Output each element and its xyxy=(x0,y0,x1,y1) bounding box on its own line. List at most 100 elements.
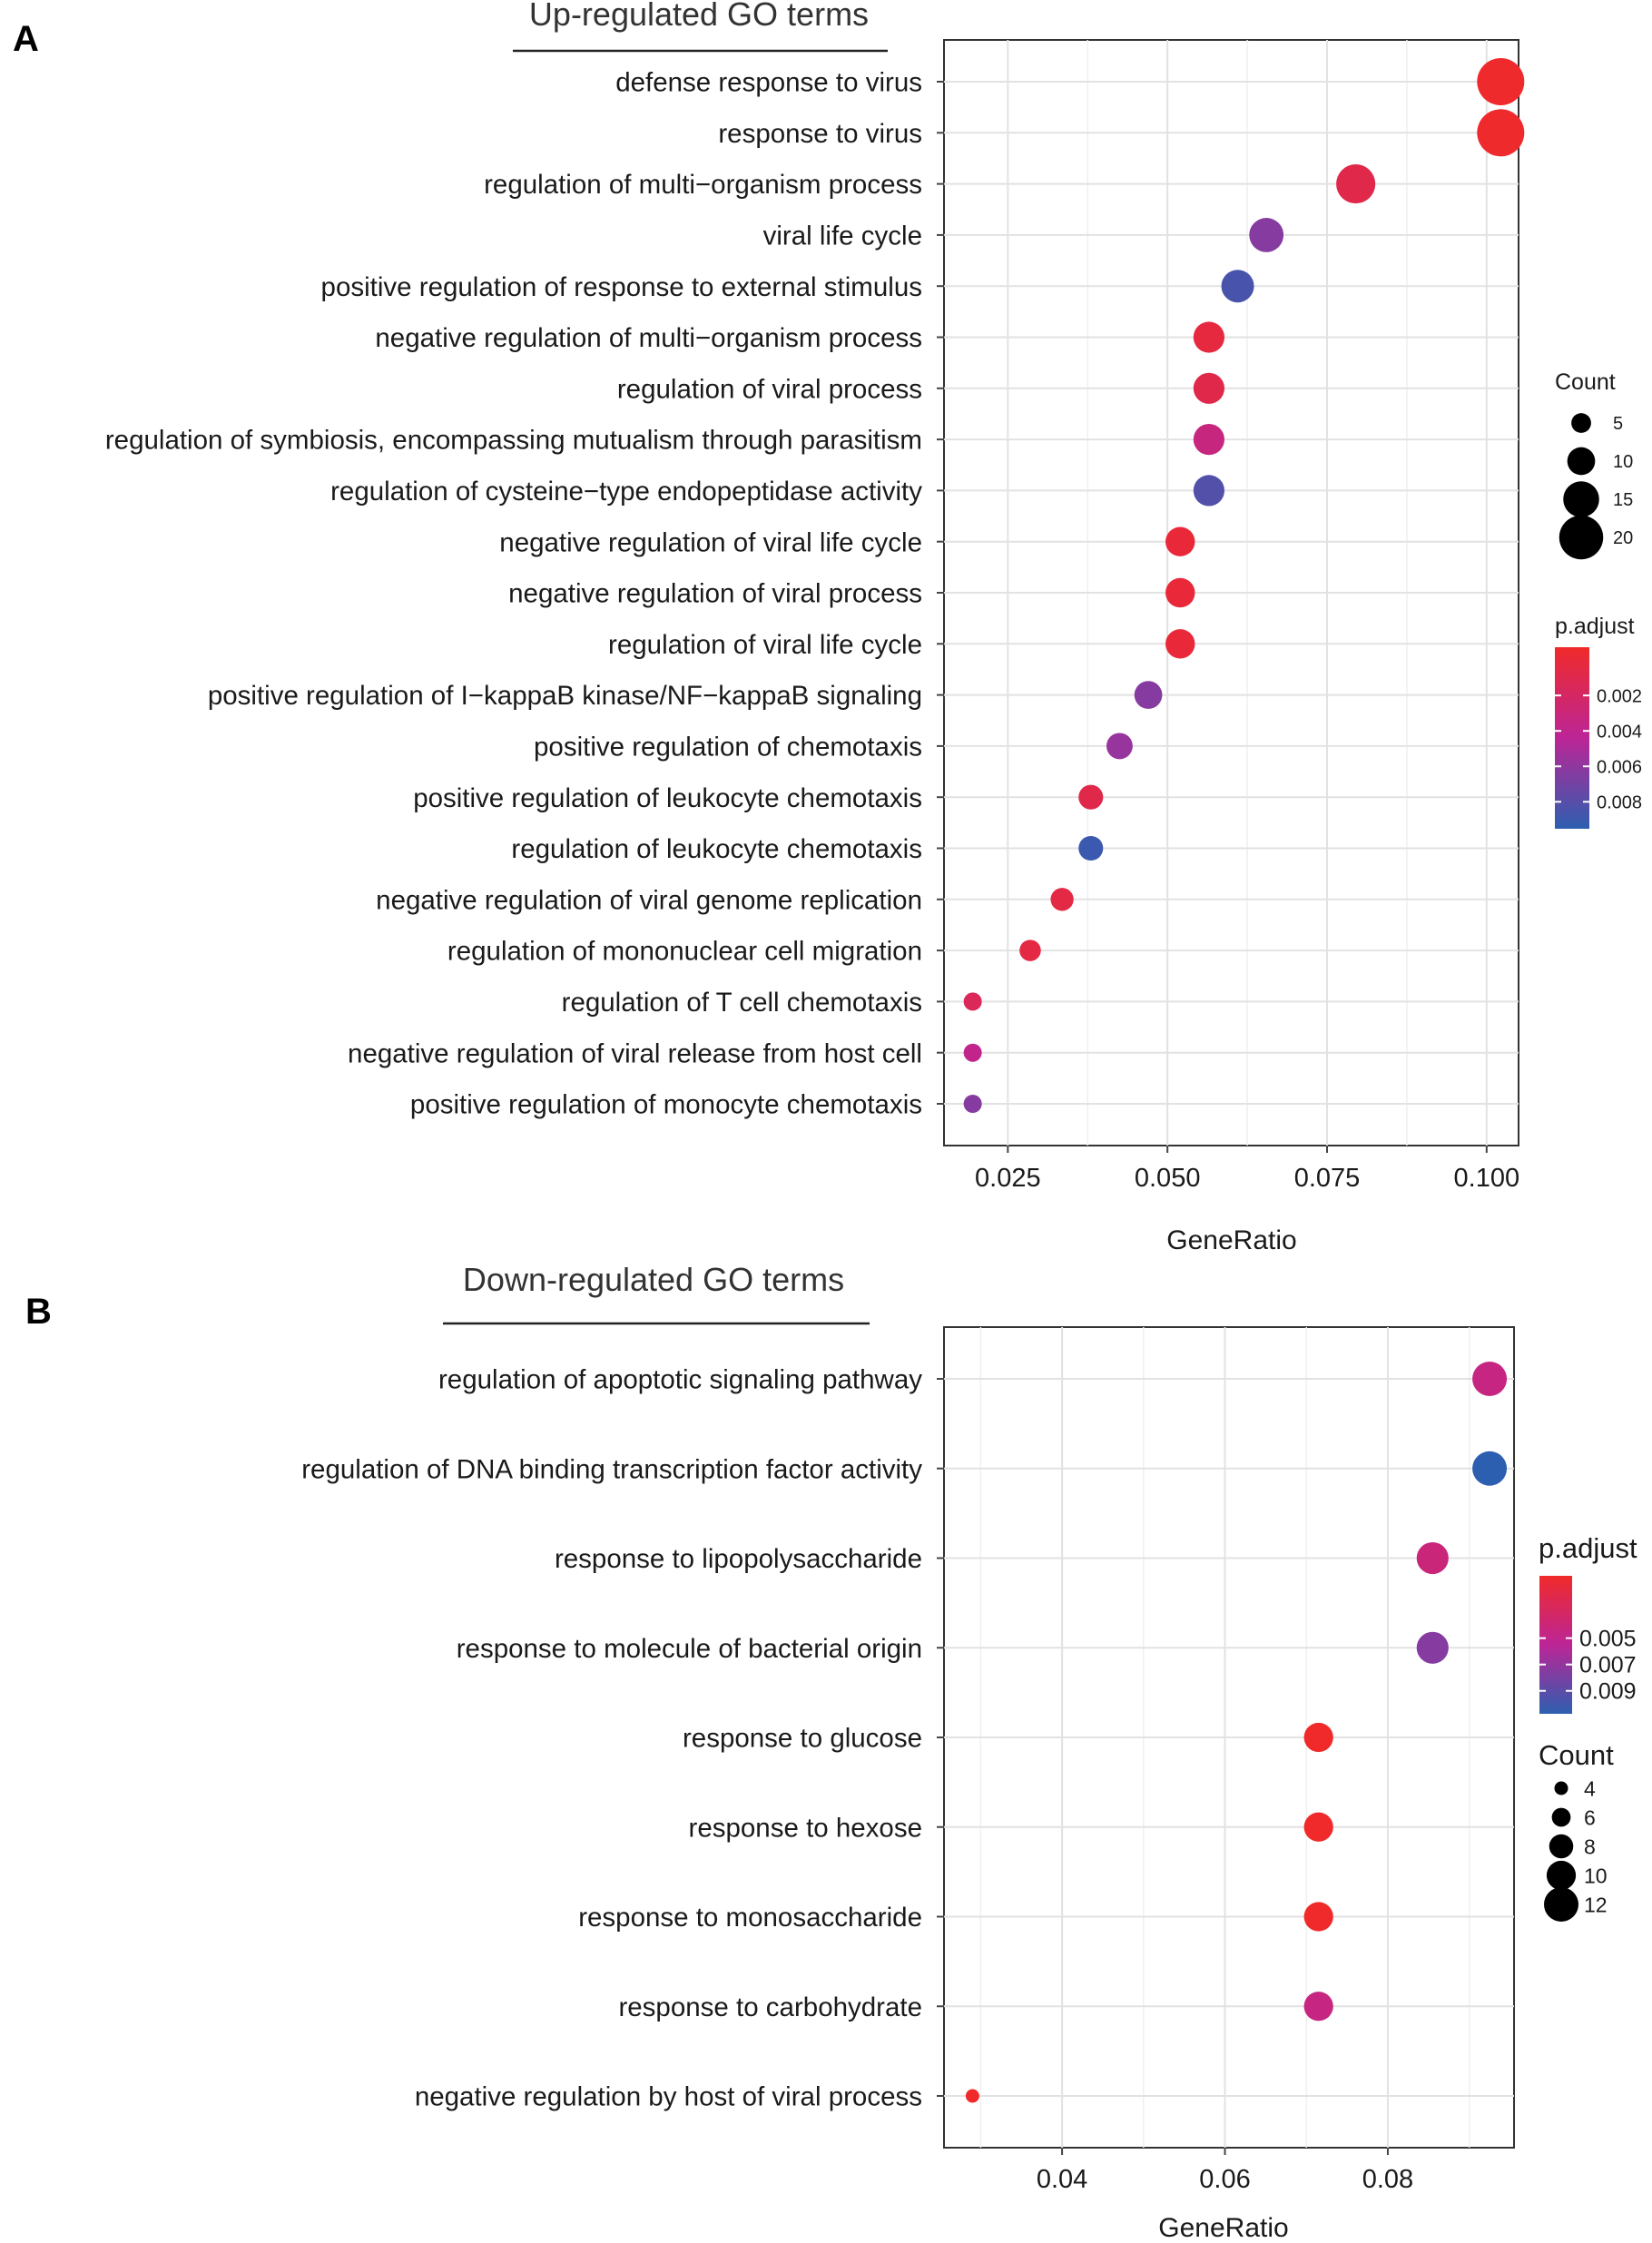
go-term-label: response to lipopolysaccharide xyxy=(555,1544,922,1574)
data-point xyxy=(1477,109,1525,157)
go-term-label: response to hexose xyxy=(689,1813,922,1843)
count-legend-label: 20 xyxy=(1613,528,1633,548)
count-legend-key xyxy=(1554,1781,1568,1795)
go-term-label: response to molecule of bacterial origin xyxy=(457,1634,922,1664)
x-tick-label: 0.100 xyxy=(1454,1164,1520,1193)
padj-legend-label: 0.008 xyxy=(1597,792,1642,812)
go-term-label: response to monosaccharide xyxy=(578,1903,922,1933)
padj-legend-label: 0.002 xyxy=(1597,686,1642,706)
padj-legend-label: 0.006 xyxy=(1597,757,1642,777)
go-term-label: negative regulation of viral life cycle xyxy=(499,527,922,557)
count-legend-label: 8 xyxy=(1584,1835,1596,1858)
data-point xyxy=(1416,1631,1449,1664)
panel-a-x-ticks: 0.025 0.050 0.075 0.100 xyxy=(975,1146,1519,1193)
go-term-label: regulation of symbiosis, encompassing mu… xyxy=(105,426,922,456)
count-legend-key xyxy=(1563,481,1599,517)
go-term-label: negative regulation of viral release fro… xyxy=(348,1038,922,1068)
count-legend-label: 15 xyxy=(1613,490,1633,510)
data-point xyxy=(1165,629,1195,659)
count-legend-label: 4 xyxy=(1584,1776,1596,1800)
x-tick-label: 0.04 xyxy=(1037,2165,1087,2194)
data-point xyxy=(1303,1902,1333,1932)
go-term-label: regulation of DNA binding transcription … xyxy=(301,1454,922,1484)
data-point xyxy=(1303,1992,1333,2022)
panel-a-gridlines xyxy=(944,40,1519,1146)
count-legend-label: 5 xyxy=(1613,414,1623,434)
count-legend-label: 10 xyxy=(1584,1864,1608,1887)
panel-a-padj-colorbar xyxy=(1555,647,1589,829)
panel-a-padj-legend-title: p.adjust xyxy=(1555,614,1635,639)
count-legend-key xyxy=(1549,1834,1574,1859)
data-point xyxy=(1050,888,1074,911)
go-term-label: regulation of cysteine−type endopeptidas… xyxy=(330,477,922,507)
data-point xyxy=(1477,58,1525,105)
count-legend-key xyxy=(1571,413,1591,433)
data-point xyxy=(1416,1541,1449,1575)
go-term-label: positive regulation of chemotaxis xyxy=(534,733,922,762)
data-point xyxy=(1303,1722,1333,1753)
go-term-label: regulation of leukocyte chemotaxis xyxy=(511,834,922,864)
count-legend-label: 6 xyxy=(1584,1805,1596,1829)
count-legend-key xyxy=(1551,1807,1571,1827)
data-point xyxy=(1019,940,1041,961)
x-tick-label: 0.08 xyxy=(1362,2165,1413,2194)
data-point xyxy=(963,992,982,1011)
padj-legend-label: 0.009 xyxy=(1579,1679,1637,1705)
data-point xyxy=(1106,733,1133,760)
go-term-label: positive regulation of leukocyte chemota… xyxy=(413,783,922,813)
x-tick-label: 0.075 xyxy=(1294,1164,1361,1193)
go-term-label: regulation of apoptotic signaling pathwa… xyxy=(438,1365,922,1395)
panel-a-chart: Up-regulated GO terms defense response t… xyxy=(105,0,1642,1255)
data-point xyxy=(1221,270,1254,303)
count-legend-label: 10 xyxy=(1613,452,1633,472)
go-term-label: regulation of viral life cycle xyxy=(608,630,922,660)
panel-b-letter: B xyxy=(25,1292,52,1332)
panel-a-count-legend-title: Count xyxy=(1555,369,1616,395)
data-point xyxy=(963,1095,982,1113)
padj-legend-label: 0.007 xyxy=(1579,1653,1637,1678)
panel-b-count-legend: 4 6 8 10 12 xyxy=(1544,1776,1608,1922)
panel-a-padj-legend: 0.002 0.004 0.006 0.008 xyxy=(1555,686,1642,812)
data-point xyxy=(1336,164,1376,204)
go-term-label: regulation of mononuclear cell migration xyxy=(447,937,922,967)
go-term-label: regulation of T cell chemotaxis xyxy=(562,988,922,1018)
panel-b-points xyxy=(965,1362,1508,2103)
panel-a-title: Up-regulated GO terms xyxy=(529,0,869,33)
go-term-label: viral life cycle xyxy=(763,221,922,251)
padj-legend-label: 0.005 xyxy=(1579,1627,1637,1652)
go-term-label: positive regulation of response to exter… xyxy=(321,272,922,302)
data-point xyxy=(963,1043,982,1062)
data-point xyxy=(1165,577,1195,608)
x-tick-label: 0.06 xyxy=(1199,2165,1250,2194)
panel-b-x-ticks: 0.04 0.06 0.08 xyxy=(1037,2148,1413,2194)
panel-a-letter: A xyxy=(13,19,39,59)
data-point xyxy=(1165,526,1195,556)
data-point xyxy=(1134,681,1163,709)
go-term-label: negative regulation of viral genome repl… xyxy=(376,885,922,915)
count-legend-key xyxy=(1567,447,1596,476)
panel-a-x-axis-label: GeneRatio xyxy=(1166,1225,1296,1255)
go-term-label: negative regulation of multi−organism pr… xyxy=(375,323,922,353)
go-term-label: positive regulation of monocyte chemotax… xyxy=(410,1090,922,1120)
x-tick-label: 0.050 xyxy=(1135,1164,1201,1193)
data-point xyxy=(1193,475,1224,507)
data-point xyxy=(1472,1362,1508,1396)
panel-a-term-labels: defense response to virus response to vir… xyxy=(105,68,944,1120)
data-point xyxy=(1193,372,1224,404)
panel-a-count-legend: 5 10 15 20 xyxy=(1559,413,1633,560)
data-point xyxy=(1193,423,1224,456)
go-term-label: negative regulation by host of viral pro… xyxy=(415,2082,922,2112)
data-point xyxy=(1472,1451,1508,1486)
data-point xyxy=(1078,835,1104,861)
go-term-label: response to carbohydrate xyxy=(618,1992,922,2022)
panel-b-padj-colorbar xyxy=(1539,1576,1572,1714)
count-legend-label: 12 xyxy=(1584,1893,1608,1916)
x-tick-label: 0.025 xyxy=(975,1164,1041,1193)
data-point xyxy=(1078,784,1104,810)
go-term-label: positive regulation of I−kappaB kinase/N… xyxy=(208,681,922,711)
panel-b-x-axis-label: GeneRatio xyxy=(1158,2213,1288,2243)
count-legend-key xyxy=(1559,515,1604,560)
data-point xyxy=(1303,1812,1333,1842)
